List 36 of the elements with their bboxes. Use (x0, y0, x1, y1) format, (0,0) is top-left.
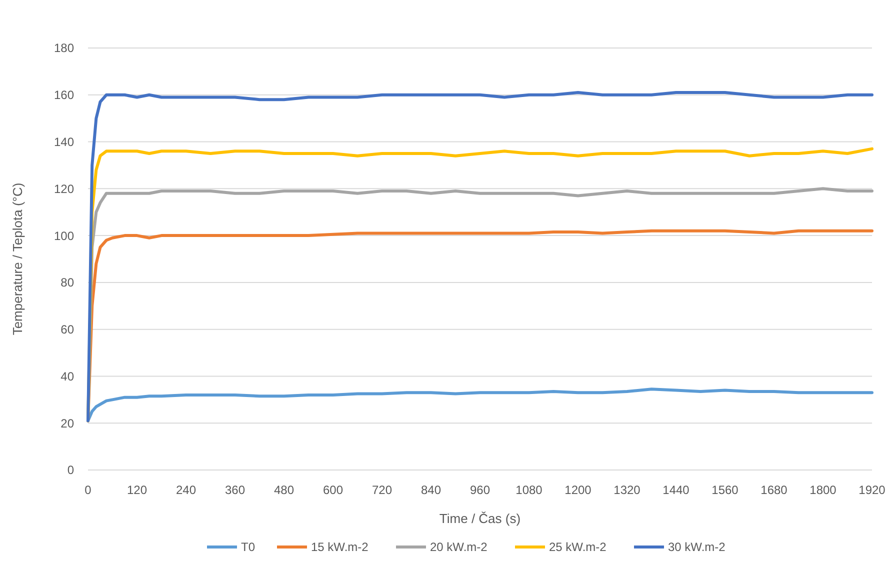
y-tick-label: 120 (54, 182, 74, 196)
legend-label: 20 kW.m-2 (430, 540, 488, 554)
y-tick-label: 180 (54, 41, 74, 56)
y-tick-label: 80 (60, 276, 74, 290)
x-tick-label: 1680 (760, 483, 788, 497)
line-series (86, 388, 874, 422)
y-tick-label: 100 (54, 228, 74, 243)
x-tick-label: 960 (470, 483, 490, 497)
y-tick-label: 20 (60, 416, 74, 430)
legend-label: 30 kW.m-2 (668, 540, 726, 554)
x-tick-label: 1320 (614, 483, 641, 497)
y-tick-label: 60 (60, 322, 74, 337)
x-tick-label: 1440 (662, 483, 690, 497)
line-series (86, 91, 874, 422)
x-tick-label: 1080 (516, 483, 543, 497)
y-tick-label: 140 (54, 134, 74, 149)
x-tick-label: 720 (372, 483, 392, 497)
x-tick-label: 1800 (810, 483, 837, 497)
x-tick-label: 480 (274, 483, 294, 497)
x-tick-label: 1920 (858, 483, 886, 497)
x-axis-title: Time / Čas (s) (439, 511, 521, 526)
x-tick-label: 600 (322, 483, 344, 497)
x-tick-label: 240 (176, 483, 196, 497)
x-tick-label: 360 (224, 483, 246, 497)
x-tick-label: 0 (84, 483, 92, 497)
x-tick-label: 1200 (564, 483, 592, 497)
legend-label: 15 kW.m-2 (311, 540, 369, 554)
x-tick-label: 120 (126, 483, 148, 497)
legend-label: 25 kW.m-2 (549, 540, 607, 554)
y-tick-label: 160 (54, 88, 74, 102)
y-axis-title: Temperature / Teplota (°C) (10, 182, 25, 336)
x-tick-label: 840 (420, 483, 442, 497)
x-tick-label: 1560 (712, 483, 739, 497)
legend-label: T0 (241, 540, 256, 554)
y-tick-label: 40 (60, 369, 74, 384)
y-tick-label: 0 (67, 463, 74, 478)
